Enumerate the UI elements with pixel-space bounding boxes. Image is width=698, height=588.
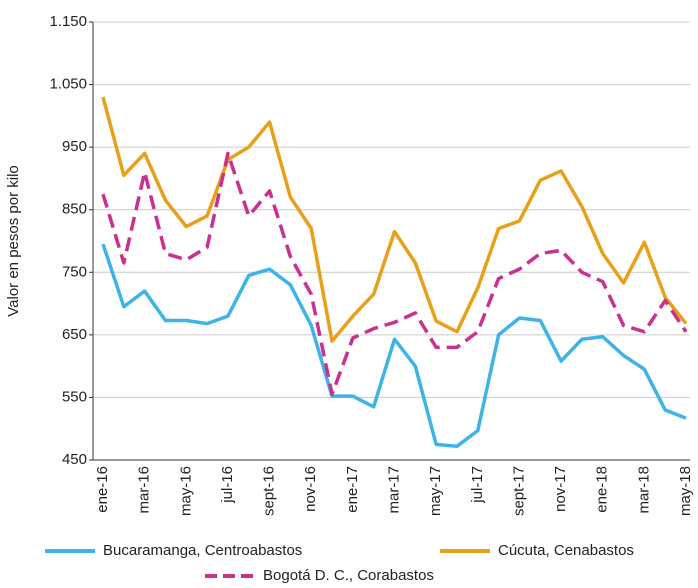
y-tick-label: 1.050 — [49, 76, 87, 93]
y-tick-label: 750 — [62, 263, 87, 280]
x-tick-label: ene-17 — [344, 466, 361, 513]
series-line — [101, 243, 687, 448]
x-tick-label: mar-16 — [136, 466, 153, 514]
x-tick-label: jul-16 — [219, 466, 236, 504]
y-tick-label: 550 — [62, 388, 87, 405]
legend-label: Cúcuta, Cenabastos — [498, 542, 634, 559]
legend-label: Bogotá D. C., Corabastos — [263, 567, 434, 584]
y-tick-label: 850 — [62, 201, 87, 218]
y-axis-label: Valor en pesos por kilo — [5, 165, 22, 316]
y-tick-label: 1.150 — [49, 13, 87, 30]
x-tick-label: ene-16 — [94, 466, 111, 513]
x-tick-label: jul-17 — [469, 466, 486, 504]
x-tick-label: nov-17 — [552, 466, 569, 512]
x-tick-label: may-17 — [427, 466, 444, 516]
x-tick-label: mar-18 — [635, 466, 652, 514]
x-tick-label: mar-17 — [385, 466, 402, 514]
x-tick-label: sept-17 — [510, 466, 527, 516]
legend-label: Bucaramanga, Centroabastos — [103, 542, 302, 559]
y-tick-label: 450 — [62, 451, 87, 468]
y-tick-label: 950 — [62, 138, 87, 155]
x-tick-label: may-18 — [677, 466, 694, 516]
x-tick-label: ene-18 — [594, 466, 611, 513]
x-tick-label: may-16 — [177, 466, 194, 516]
series-line — [101, 96, 688, 343]
series-line — [101, 151, 688, 397]
y-tick-label: 650 — [62, 326, 87, 343]
x-tick-label: nov-16 — [302, 466, 319, 512]
x-tick-label: sept-16 — [261, 466, 278, 516]
